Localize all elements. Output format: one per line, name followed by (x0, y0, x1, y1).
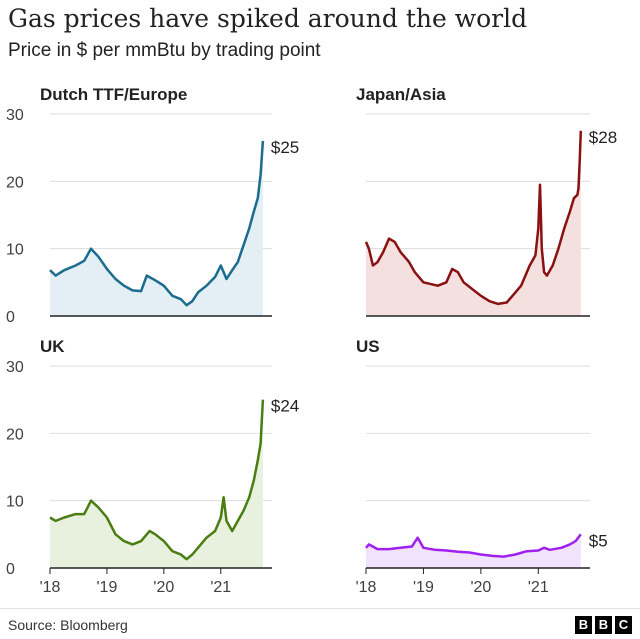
footer-divider (0, 608, 640, 609)
bbc-logo: B B C (575, 616, 632, 634)
series-line (365, 533, 582, 558)
chart-title: Gas prices have spiked around the world (8, 4, 528, 33)
x-tick-label: '21 (528, 579, 549, 596)
x-tick-label: '20 (153, 579, 174, 596)
series-line (49, 399, 265, 561)
x-tick-label: '21 (210, 579, 231, 596)
series-line (364, 130, 583, 306)
end-value-label: $24 (271, 397, 299, 416)
logo-block: B (575, 616, 592, 634)
y-tick-label: 10 (6, 494, 24, 511)
y-tick-label: 20 (6, 426, 24, 443)
logo-block: B (595, 616, 612, 634)
y-tick-label: 30 (6, 107, 24, 124)
panel-title: Dutch TTF/Europe (40, 85, 187, 104)
logo-block: C (615, 616, 632, 634)
x-tick-label: '19 (413, 579, 434, 596)
series-area (366, 534, 581, 568)
end-value-label: $5 (589, 531, 608, 550)
end-value-label: $25 (271, 138, 299, 157)
x-tick-label: '20 (470, 579, 491, 596)
series-area (50, 399, 263, 568)
x-tick-label: '18 (40, 579, 61, 596)
y-tick-label: 30 (6, 359, 24, 376)
series-line (49, 140, 265, 307)
x-tick-label: '18 (356, 579, 377, 596)
y-tick-label: 0 (6, 309, 15, 326)
x-tick-label: '19 (96, 579, 117, 596)
small-multiples-chart: Dutch TTF/Europe 0 10 20 30 $25 Japan/Asia $28 U… (6, 85, 617, 596)
y-tick-label: 0 (6, 561, 15, 578)
end-value-label: $28 (589, 128, 617, 147)
panel-title: UK (40, 337, 65, 356)
y-tick-label: 20 (6, 174, 24, 191)
y-tick-label: 10 (6, 242, 24, 259)
series-area (50, 140, 263, 316)
chart-subtitle: Price in $ per mmBtu by trading point (8, 40, 321, 61)
source-note: Source: Bloomberg (8, 617, 128, 633)
series-area (366, 130, 581, 316)
panel-title: Japan/Asia (356, 85, 446, 104)
panel-title: US (356, 337, 380, 356)
